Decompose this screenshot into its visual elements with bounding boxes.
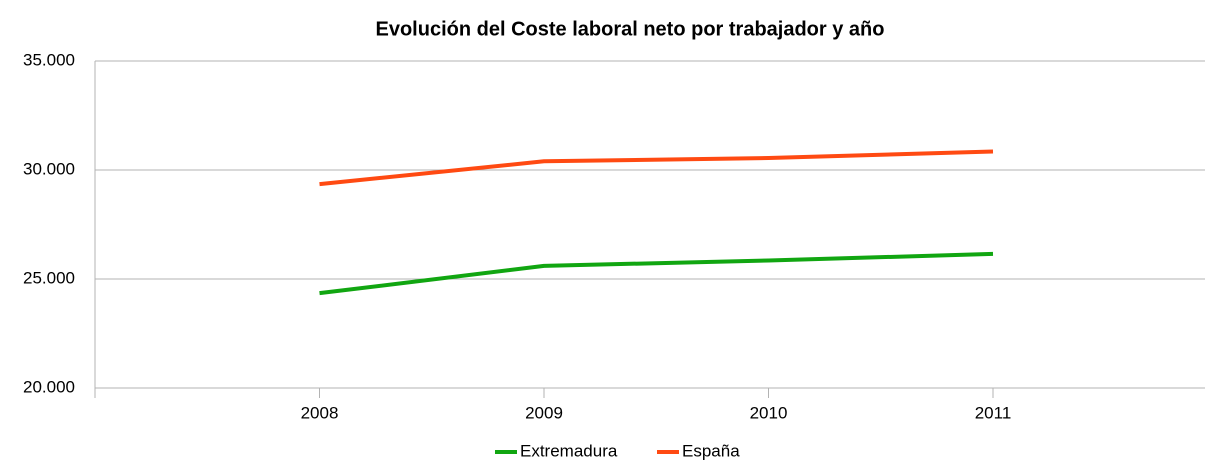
y-tick-label: 35.000 [23,50,75,69]
y-tick-label: 25.000 [23,268,75,287]
chart-title: Evolución del Coste laboral neto por tra… [376,18,885,40]
x-tick-label: 2008 [301,403,339,422]
y-tick-label: 30.000 [23,159,75,178]
x-tick-label: 2009 [525,403,563,422]
legend-label: Extremadura [520,441,618,460]
legend-label: España [682,441,740,460]
x-tick-label: 2010 [750,403,788,422]
line-series [319,149,994,187]
x-tick-label: 2011 [975,403,1012,422]
line-series [319,251,994,296]
y-tick-label: 20.000 [23,377,75,396]
